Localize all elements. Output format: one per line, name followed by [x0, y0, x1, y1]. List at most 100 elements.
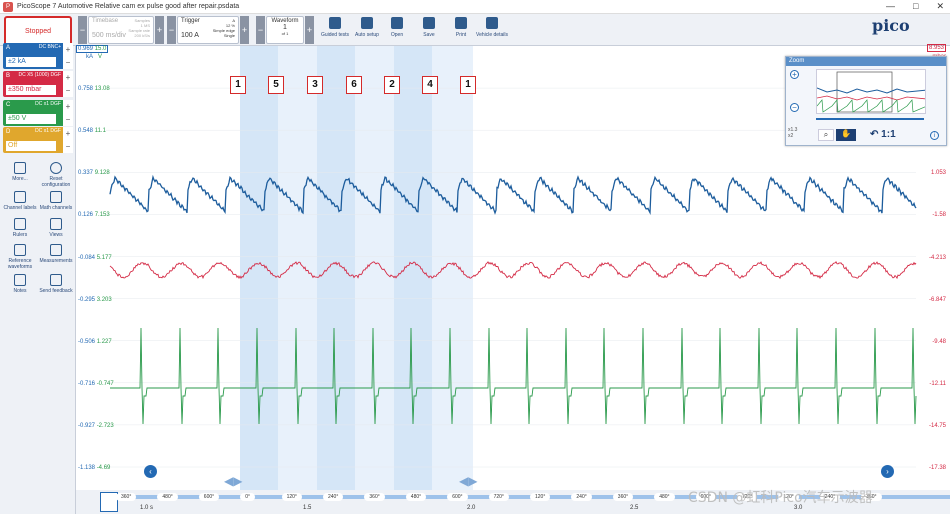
- trigger-plus-button[interactable]: +: [240, 16, 249, 44]
- cylinder-marker: 3: [307, 76, 323, 94]
- axis-right-tick: -12.11: [929, 381, 946, 387]
- measurements-label: Measurements: [39, 258, 72, 264]
- channel-a-range[interactable]: ±2 kA: [6, 57, 56, 67]
- degree-label: 480°: [654, 493, 674, 501]
- reference-waveforms-button[interactable]: Reference waveforms: [3, 244, 37, 270]
- trigger-minus-button[interactable]: −: [167, 16, 176, 44]
- waveform-minus-button[interactable]: −: [256, 16, 265, 44]
- zoom-out-vertical-button[interactable]: −: [790, 103, 799, 112]
- degree-label: 360°: [613, 493, 633, 501]
- timebase-plus-button[interactable]: +: [155, 16, 164, 44]
- more-label: More...: [12, 176, 28, 182]
- open-button[interactable]: Open: [379, 15, 415, 45]
- zoom-tool-button[interactable]: ⌕: [818, 129, 834, 141]
- channel-b-stepper[interactable]: + −: [63, 71, 73, 97]
- channel-labels-button[interactable]: Channel labels: [3, 191, 37, 211]
- phase-start-handle[interactable]: ◀▶: [224, 474, 242, 488]
- axis-left-top: 0.969 15.0: [76, 45, 108, 53]
- vehicle-details-button[interactable]: Vehicle details: [474, 15, 510, 45]
- degree-label: 360°: [364, 493, 384, 501]
- channel-a[interactable]: A DC BNC+ ±2 kA + −: [3, 43, 73, 69]
- folder-icon: [391, 17, 403, 29]
- axis-left-tick: -0.084 5.177: [78, 255, 112, 261]
- channel-c-range[interactable]: ±50 V: [6, 114, 56, 124]
- axis-left-tick: -0.506 1.227: [78, 339, 112, 345]
- wand-icon: [361, 17, 373, 29]
- waveform-control[interactable]: Waveform 1 of 1: [266, 16, 304, 44]
- rulers-button[interactable]: Rulers: [3, 218, 37, 238]
- channel-c[interactable]: C DC x1 DGF ±50 V + −: [3, 100, 73, 126]
- axis-right-tick: 1.053: [931, 170, 946, 176]
- save-label: Save: [423, 32, 434, 38]
- channel-d-stepper[interactable]: + −: [63, 127, 73, 153]
- scroll-left-button[interactable]: ‹: [144, 465, 157, 478]
- hand-tool-button[interactable]: ✋: [836, 129, 856, 141]
- degree-label: 480°: [406, 493, 426, 501]
- scope-view[interactable]: 0.969 15.0 kA V 0.758 13.08 0.548 11.1 0.3…: [76, 46, 950, 514]
- reset-configuration-button[interactable]: Reset configuration: [39, 162, 73, 188]
- send-feedback-label: Send feedback: [39, 288, 72, 294]
- zoom-in-vertical-button[interactable]: +: [790, 70, 799, 79]
- channel-a-stepper[interactable]: + −: [63, 43, 73, 69]
- channel-b[interactable]: B DC X5 (1000) DGF ±350 mbar + −: [3, 71, 73, 97]
- zoom-preview: [816, 69, 926, 114]
- views-label: Views: [49, 232, 62, 238]
- channel-a-trace: [110, 177, 916, 213]
- guided-tests-button[interactable]: Guided tests: [317, 15, 353, 45]
- run-stop-button[interactable]: Stopped: [4, 16, 72, 46]
- cylinder-marker: 2: [384, 76, 400, 94]
- channel-labels-label: Channel labels: [3, 205, 36, 211]
- channel-d[interactable]: D DC x1 DGF Off + −: [3, 127, 73, 153]
- timebase-control[interactable]: Timebase 500 ms/div Samples 1 MS Sample …: [88, 16, 154, 44]
- save-icon: [423, 17, 435, 29]
- degree-label: 360°: [116, 493, 136, 501]
- cylinder-marker: 1: [460, 76, 476, 94]
- maximize-button[interactable]: □: [913, 1, 918, 12]
- rulers-label: Rulers: [13, 232, 27, 238]
- window-title: PicoScope 7 Automotive Relative cam ex p…: [17, 3, 239, 10]
- axis-left-tick: -0.716 -0.747: [78, 381, 114, 387]
- minimize-button[interactable]: —: [886, 1, 895, 12]
- axis-left-tick: 0.337 9.128: [78, 170, 110, 176]
- channel-c-stepper[interactable]: + −: [63, 100, 73, 126]
- degree-label: 120°: [530, 493, 550, 501]
- zoom-slider[interactable]: [816, 118, 924, 120]
- axis-unit-c: V: [98, 54, 102, 60]
- channel-a-label: A: [6, 45, 10, 51]
- measurements-button[interactable]: Measurements: [39, 244, 73, 264]
- axis-right-tick: -17.38: [929, 465, 946, 471]
- notes-button[interactable]: Notes: [3, 274, 37, 294]
- zoom-overview-panel[interactable]: Zoom + − x1.3 x2 ⌕ ✋ ↶ 1:1 i: [785, 56, 947, 146]
- axis-right-tick: -1.58: [932, 212, 946, 218]
- save-button[interactable]: Save: [411, 15, 447, 45]
- more-button[interactable]: More...: [3, 162, 37, 182]
- axis-left-a-value: 0.969: [78, 46, 93, 52]
- degree-label: 600°: [447, 493, 467, 501]
- car-icon: [329, 17, 341, 29]
- close-button[interactable]: ✕: [936, 1, 944, 12]
- feedback-icon: [50, 274, 62, 286]
- phase-end-handle[interactable]: ◀▶: [459, 474, 477, 488]
- trigger-level: 100 A: [181, 32, 199, 39]
- axis-left-tick: 0.758 13.08: [78, 86, 110, 92]
- channel-d-range[interactable]: Off: [6, 141, 56, 151]
- timebase-minus-button[interactable]: −: [78, 16, 87, 44]
- title-bar: P PicoScope 7 Automotive Relative cam ex…: [0, 0, 950, 14]
- time-label: 1.0 s: [140, 505, 153, 511]
- info-icon[interactable]: i: [930, 131, 939, 140]
- axis-left-tick: -1.138 -4.69: [78, 465, 110, 471]
- math-channels-button[interactable]: Math channels: [39, 191, 73, 211]
- scroll-right-button[interactable]: ›: [881, 465, 894, 478]
- views-button[interactable]: Views: [39, 218, 73, 238]
- channel-b-range[interactable]: ±350 mbar: [6, 85, 56, 95]
- channel-d-label: D: [6, 129, 10, 135]
- open-label: Open: [391, 32, 403, 38]
- waveform-plus-button[interactable]: +: [305, 16, 314, 44]
- zoom-reset-button[interactable]: ↶ 1:1: [870, 129, 896, 140]
- toolbar: Stopped − Timebase 500 ms/div Samples 1 …: [0, 14, 950, 46]
- phase-band: [394, 46, 432, 496]
- axis-right-tick: 8.953: [927, 44, 946, 52]
- trigger-control[interactable]: Trigger 100 A A 12 % Simple edge Single: [177, 16, 239, 44]
- send-feedback-button[interactable]: Send feedback: [39, 274, 73, 294]
- sidebar: A DC BNC+ ±2 kA + − B DC X5 (1000) DGF ±3…: [0, 46, 76, 514]
